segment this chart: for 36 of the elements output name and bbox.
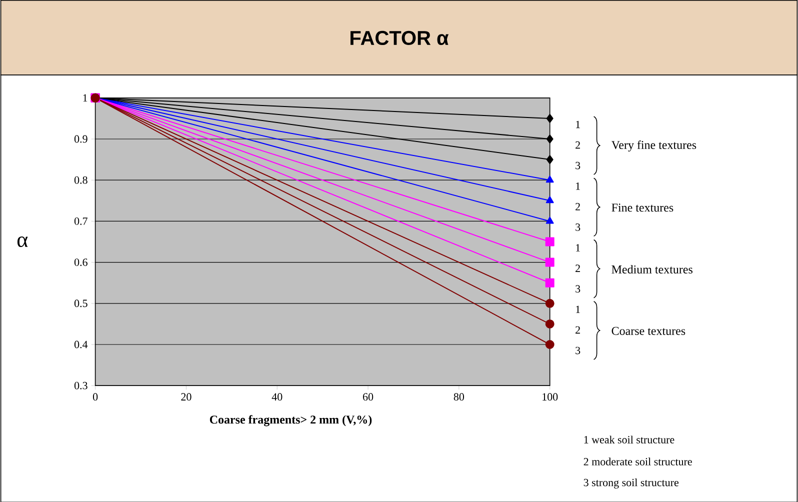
text: Coarse textures [612, 326, 686, 335]
text: 2 moderate soil structure [584, 457, 692, 466]
x-tick-label: 40 [272, 392, 282, 400]
series-label: 3 [576, 346, 580, 354]
y-tick-label: 1 [83, 94, 88, 102]
text: 1 weak soil structure [584, 435, 674, 444]
y-tick-label: 0.7 [74, 217, 88, 225]
y-axis-title: α [17, 236, 28, 247]
text: Medium textures [612, 264, 692, 274]
text: 3 strong soil structure [584, 478, 678, 488]
series-label: 3 [576, 284, 580, 292]
y-tick-label: 0.3 [74, 382, 88, 390]
x-tick-label: 60 [363, 392, 374, 400]
series-label: 2 [576, 264, 580, 272]
text: Fine textures [612, 203, 674, 212]
text: 1 [576, 120, 580, 128]
text: 1 [576, 306, 580, 313]
y-tick-label: 0.9 [74, 135, 88, 143]
text: Very fine textures [611, 140, 696, 152]
text: 3 [576, 223, 580, 231]
series-label: 2 [576, 326, 580, 334]
x-tick-label: 80 [454, 392, 464, 400]
x-tick-label: 20 [181, 392, 192, 400]
x-tick-label: 0 [92, 392, 98, 400]
text: 1 [576, 182, 580, 190]
x-axis-title: Coarse fragments> 2 mm (V,%) [210, 414, 372, 426]
text: 3 [576, 162, 580, 170]
text: 2 [576, 202, 580, 210]
x-tick-label: 100 [542, 392, 558, 400]
text: 1 [576, 244, 580, 252]
y-tick-label: 0.8 [74, 176, 88, 184]
y-tick-label: 0.4 [74, 340, 88, 348]
chart-title: FACTOR α [350, 30, 449, 45]
y-tick-label: 0.5 [74, 299, 88, 307]
text: 2 [576, 141, 580, 148]
y-tick-label: 0.6 [74, 258, 88, 266]
